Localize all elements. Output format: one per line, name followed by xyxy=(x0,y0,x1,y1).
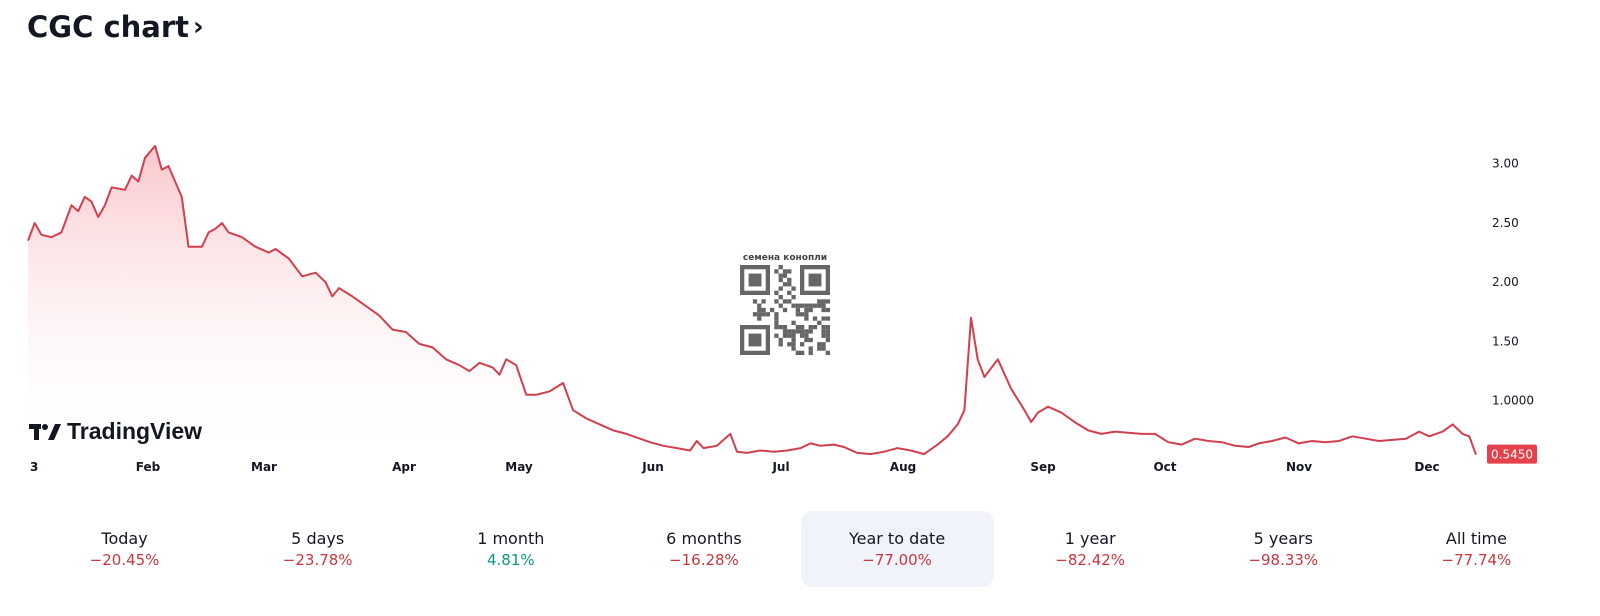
qr-watermark-label: семена конопли xyxy=(742,253,828,263)
x-tick-label: Dec xyxy=(1414,460,1439,474)
y-tick-label: 3.00 xyxy=(1492,157,1519,171)
price-chart[interactable]: 3.00 2.50 2.00 1.50 1.0000 3 Feb Mar Apr May Jun J… xyxy=(0,140,1600,480)
range-label: 5 days xyxy=(291,529,345,548)
range-change-value: −77.00% xyxy=(862,551,932,569)
range-change-value: −77.74% xyxy=(1441,551,1512,569)
qr-watermark: семена конопли xyxy=(737,253,833,359)
y-tick-label: 1.50 xyxy=(1492,334,1519,348)
x-tick-label: Jun xyxy=(641,460,664,474)
y-axis: 3.00 2.50 2.00 1.50 1.0000 xyxy=(1492,157,1534,408)
tradingview-logo[interactable]: TradingView xyxy=(29,418,202,445)
tradingview-logo-text: TradingView xyxy=(67,418,203,444)
range-label: 6 months xyxy=(666,529,742,548)
x-tick-label: Nov xyxy=(1286,460,1312,474)
range-change-value: −82.42% xyxy=(1055,551,1126,569)
y-tick-label: 2.50 xyxy=(1492,216,1519,230)
qr-code-icon xyxy=(740,265,830,355)
range-label: Today xyxy=(101,529,148,548)
x-axis: 3 Feb Mar Apr May Jun Jul Aug Sep Oct Nov Dec xyxy=(30,460,1440,474)
y-tick-label: 2.00 xyxy=(1492,275,1519,289)
x-tick-label: Jul xyxy=(771,460,789,474)
chevron-right-icon: › xyxy=(193,12,204,42)
range-tab-1-year[interactable]: 1 year −82.42% xyxy=(994,511,1187,587)
range-change-value: 4.81% xyxy=(486,551,535,569)
price-line xyxy=(27,144,1477,456)
x-tick-label: Oct xyxy=(1153,460,1176,474)
last-price-badge-bg xyxy=(1487,444,1537,464)
range-label: All time xyxy=(1445,529,1507,548)
x-tick-label: May xyxy=(505,460,533,474)
time-range-tabs: Today −20.45% 5 days −23.78% 1 month 4.81% 6 m… xyxy=(28,511,1573,587)
range-label: 1 year xyxy=(1064,529,1116,548)
range-label: 1 month xyxy=(477,529,545,548)
chart-title-link[interactable]: CGC chart › xyxy=(27,10,204,44)
range-tab-6-months[interactable]: 6 months −16.28% xyxy=(607,511,800,587)
range-change-value: −16.28% xyxy=(669,551,739,569)
range-change-value: −20.45% xyxy=(89,551,160,569)
range-tab-5-years[interactable]: 5 years −98.33% xyxy=(1187,511,1380,587)
range-tab-1-month[interactable]: 1 month 4.81% xyxy=(414,511,607,587)
y-tick-label: 1.0000 xyxy=(1492,394,1534,408)
price-area-fill xyxy=(28,145,1476,460)
last-price-label: 0.5450 xyxy=(1491,448,1533,462)
range-tab-year-to-date[interactable]: Year to date −77.00% xyxy=(800,511,994,587)
tradingview-logo-icon xyxy=(29,423,61,440)
chart-title: CGC chart xyxy=(27,10,190,44)
x-tick-label: 3 xyxy=(30,460,38,474)
range-label: 5 years xyxy=(1253,529,1313,548)
x-tick-label: Mar xyxy=(251,460,277,474)
range-tab-all-time[interactable]: All time −77.74% xyxy=(1380,511,1573,587)
x-tick-label: Sep xyxy=(1030,460,1056,474)
range-change-value: −23.78% xyxy=(282,551,353,569)
x-tick-label: Aug xyxy=(890,460,916,474)
range-change-value: −98.33% xyxy=(1248,551,1319,569)
range-tab-5-days[interactable]: 5 days −23.78% xyxy=(221,511,414,587)
range-tab-today[interactable]: Today −20.45% xyxy=(28,511,221,587)
x-tick-label: Apr xyxy=(392,460,416,474)
last-price-badge: 0.5450 xyxy=(1487,444,1537,464)
range-label: Year to date xyxy=(848,529,946,548)
x-tick-label: Feb xyxy=(136,460,161,474)
